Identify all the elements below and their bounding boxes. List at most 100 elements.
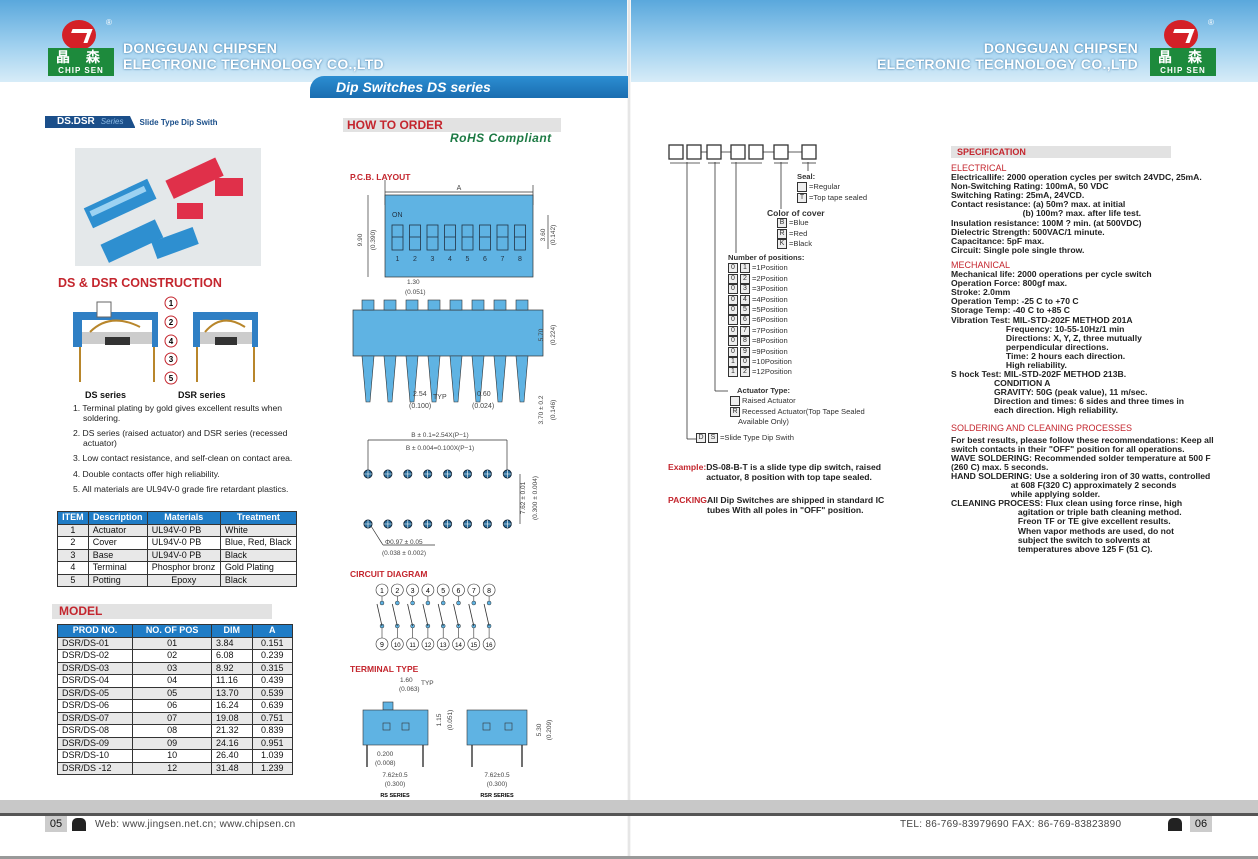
- switch-slider: [426, 224, 439, 251]
- spec-line: Switching Rating: 25mA, 24VCD.: [951, 190, 1085, 201]
- spec-line: Mechanical life: 2000 operations per cyc…: [951, 269, 1152, 280]
- table-cell: 12: [132, 761, 213, 775]
- switch-contact: [437, 603, 444, 627]
- dim-actuator: 1.30: [407, 279, 420, 286]
- rsr-span: 7.62±0.5: [484, 772, 510, 779]
- construction-title: DS & DSR CONSTRUCTION: [58, 276, 222, 290]
- pin-number: 3: [411, 588, 415, 595]
- spec-line: WAVE SOLDERING: Recommended solder tempe…: [951, 452, 1211, 463]
- position-option: 0 4 =4Position: [728, 294, 804, 305]
- actuator-tab: [405, 299, 419, 311]
- packing-block: PACKING All Dip Switches are shipped in …: [668, 495, 884, 515]
- table-cell: 2: [57, 536, 89, 550]
- code-box: 0: [728, 294, 738, 305]
- company-name-right: DONGGUAN CHIPSEN ELECTRONIC TECHNOLOGY C…: [866, 40, 1138, 72]
- code-box: 0: [728, 336, 738, 347]
- rsr-series-drawing: 5.30 (0.209) 7.62±0.5 (0.300) RSR SERIES: [466, 709, 553, 799]
- switch-slider: [409, 224, 421, 251]
- code-box: 9: [740, 346, 750, 357]
- code-box: 0: [728, 273, 738, 284]
- table-row: DSR/DS-02 02 6.08 0.239: [56, 649, 294, 663]
- table-cell: 31.48: [211, 761, 253, 775]
- rsr-series-label: RSR SERIES: [480, 793, 514, 799]
- seal-text: =Regular: [809, 182, 841, 192]
- table-row: DSR/DS-10 10 26.40 1.039: [56, 749, 294, 763]
- position-option: 0 8 =8Position: [728, 336, 804, 347]
- feature-list: 1. Terminal plating by gold gives excell…: [73, 403, 303, 501]
- pin-number: 7: [472, 588, 476, 595]
- term-thickness-in: (0.008): [375, 760, 396, 767]
- table-row: DSR/DS-06 06 16.24 0.639: [56, 699, 294, 713]
- table-cell: DSR/DS-10: [56, 749, 134, 763]
- spec-line: Insulation resistance: 100M ? min. (at 5…: [951, 217, 1142, 228]
- table-cell: Potting: [87, 573, 148, 587]
- dim-a: A: [457, 185, 462, 192]
- term-span: 7.62±0.5: [382, 772, 408, 779]
- table-row: DSR/DS -12 12 31.48 1.239: [56, 761, 294, 775]
- footer-line: [0, 813, 1258, 816]
- how-to-order-title: HOW TO ORDER: [343, 118, 561, 132]
- bottom-edge: [0, 856, 1258, 859]
- switch-contact: [483, 603, 490, 627]
- pin-number: 8: [487, 588, 491, 595]
- seal-options: Seal: =Regular T =Top tape sealed: [797, 172, 867, 203]
- table-row: DSR/DS-01 01 3.84 0.151: [56, 636, 294, 650]
- table-cell: Black: [219, 573, 298, 587]
- switch-number: 8: [518, 256, 522, 263]
- position-option: 0 9 =9Position: [728, 346, 804, 357]
- color-option: K =Black: [767, 239, 825, 250]
- switch-contact: [391, 603, 398, 627]
- actuator-title: Actuator Type:: [737, 386, 791, 395]
- table-cell: 24.16: [211, 736, 253, 750]
- company-line2: ELECTRONIC TECHNOLOGY CO.,LTD: [877, 56, 1138, 72]
- column-header: PROD NO.: [56, 624, 134, 638]
- dim-height-in: (0.390): [370, 230, 377, 251]
- series-tag: DS.DSR Series Slide Type Dip Swith: [45, 116, 218, 128]
- color-option: B =Blue: [767, 218, 825, 229]
- code-box: 1: [728, 367, 738, 378]
- column-header: DIM: [211, 624, 253, 638]
- order-code-diagram: [668, 144, 817, 440]
- code-box: R: [730, 406, 740, 417]
- table-cell: 21.32: [211, 724, 253, 738]
- table-cell: 09: [132, 736, 213, 750]
- position-text: =7Position: [752, 325, 788, 335]
- logo-footer-icon: [72, 818, 86, 831]
- code-box: 0: [728, 346, 738, 357]
- pin: [361, 355, 375, 403]
- registered-mark: ®: [1208, 18, 1214, 27]
- company-line1: DONGGUAN CHIPSEN: [983, 40, 1138, 56]
- table-cell: 0.315: [251, 661, 294, 675]
- feature-item: 3. Low contact resistance, and self-clea…: [73, 453, 293, 463]
- spec-line: switch contacts in their "OFF" position …: [951, 443, 1185, 454]
- term-thickness: 0.200: [377, 751, 394, 758]
- table-cell: 11.16: [211, 674, 253, 688]
- code-box: S: [708, 433, 718, 443]
- registered-mark: ®: [106, 18, 112, 27]
- logo-cn: 晶 森: [1150, 48, 1216, 66]
- logo-cn: 晶 森: [48, 48, 114, 66]
- model-title: MODEL: [52, 604, 272, 619]
- table-cell: 0.439: [251, 674, 294, 688]
- switch-contact: [376, 603, 383, 627]
- actuator-note: Available Only): [738, 417, 789, 427]
- table-cell: 1: [57, 523, 89, 537]
- pin-number: 2: [395, 588, 399, 595]
- dsr-series-label: DSR series: [178, 390, 226, 400]
- rs-series-label: RS SERIES: [380, 793, 410, 799]
- dim-pitch-in: (0.100): [409, 403, 431, 410]
- table-cell: 8.92: [211, 661, 253, 675]
- actuator-tab: [383, 299, 397, 311]
- ds-code: D S =Slide Type Dip Swith: [696, 433, 794, 443]
- code-box: 0: [728, 263, 738, 274]
- feature-item: 1. Terminal plating by gold gives excell…: [73, 403, 283, 423]
- spec-line: Directions: X, Y, Z, three mutually: [951, 332, 1142, 343]
- position-option: 0 6 =6Position: [728, 315, 804, 326]
- callout-1: 1: [169, 299, 174, 308]
- position-option: 0 2 =2Position: [728, 273, 804, 284]
- spec-line: Capacitance: 5pF max.: [951, 235, 1045, 246]
- pin: [383, 355, 397, 403]
- spec-section-title: SOLDERING AND CLEANING PROCESSES: [951, 422, 1133, 433]
- switch-number: 6: [483, 256, 487, 263]
